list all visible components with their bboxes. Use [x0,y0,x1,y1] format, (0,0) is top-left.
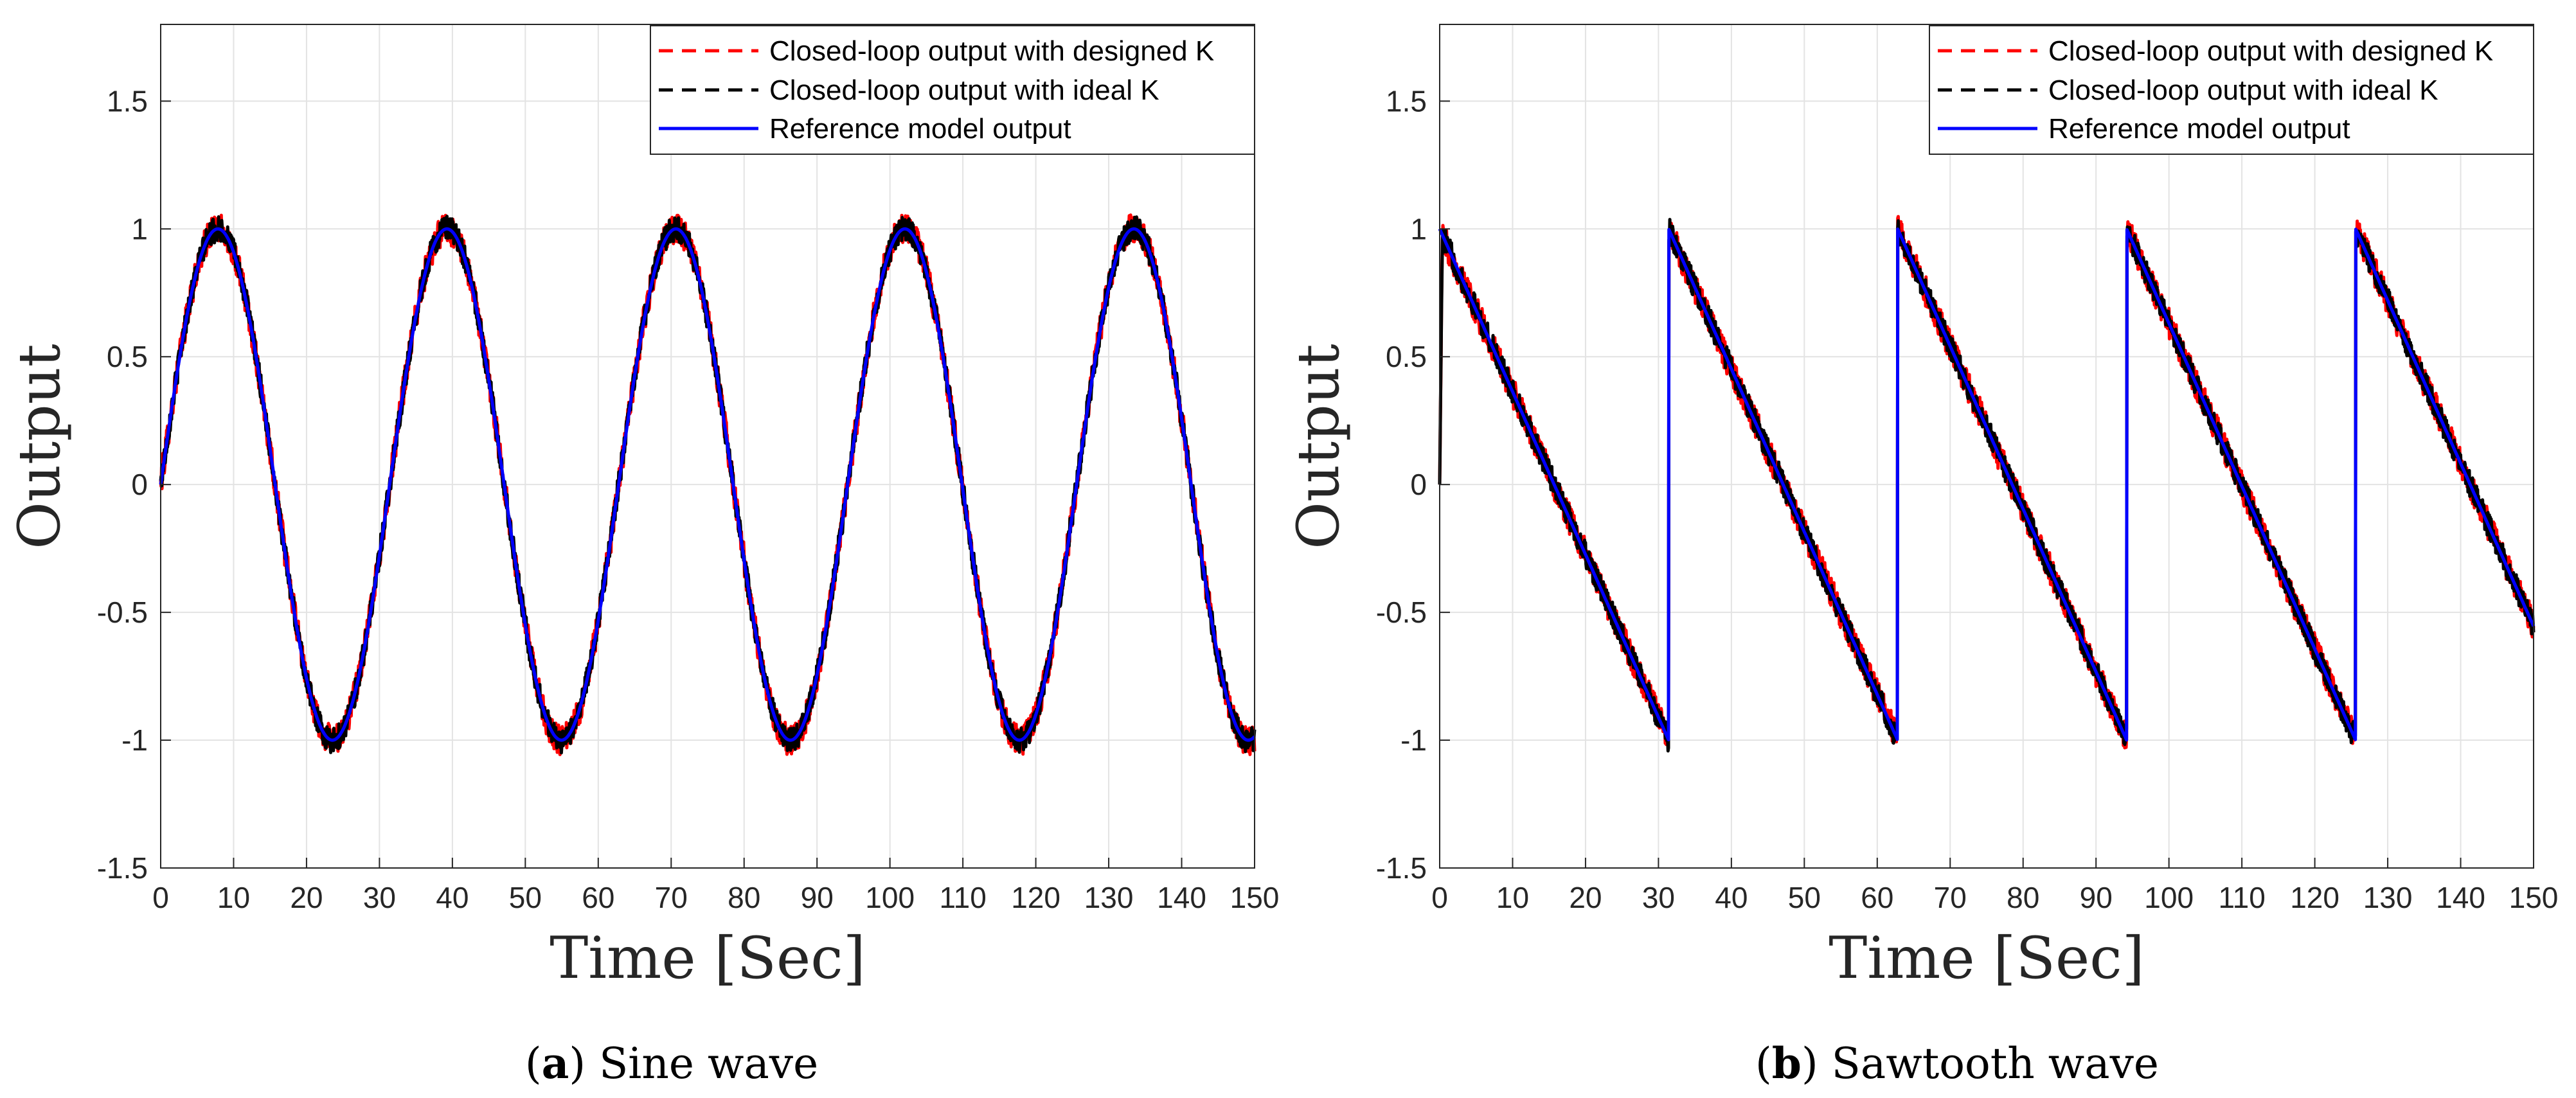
panel-sine-wave: 0 10 20 30 40 50 60 70 80 90 100 110 120 130 140 150-1.… [6,24,1279,1088]
y-tick-label: -0.5 [97,596,148,629]
y-tick-label: -1 [121,723,148,757]
x-tick-label: 150 [2509,881,2559,914]
x-tick-label: 50 [1788,881,1821,914]
x-tick-label: 60 [1861,881,1893,914]
caption-a: (a) Sine wave [525,1038,818,1088]
y-tick-label: 1.5 [107,84,148,118]
y-tick-label: 1 [131,212,148,245]
x-tick-label: 10 [1496,881,1529,914]
y-tick-label: -1.5 [97,851,148,885]
legend-label-designed-k: Closed-loop output with designed K [769,35,1214,67]
x-tick-label: 40 [1715,881,1748,914]
legend-box [1929,25,2534,155]
y-tick-label: -1.5 [1376,851,1427,885]
legend-label-reference: Reference model output [2048,113,2350,145]
y-tick-label: -0.5 [1376,596,1427,629]
x-tick-label: 100 [865,881,915,914]
x-tick-label: 80 [2007,881,2039,914]
x-tick-label: 60 [582,881,614,914]
x-tick-label: 140 [2436,881,2485,914]
caption-title-a: Sine wave [586,1039,818,1088]
legend-box [650,25,1255,155]
y-tick-label: -1 [1400,723,1427,757]
x-axis-label: Time [Sec] [550,925,866,992]
x-tick-label: 70 [1934,881,1967,914]
x-tick-label: 30 [363,881,396,914]
tick-marks [1439,100,2534,869]
legend-label-designed-k: Closed-loop output with designed K [2048,35,2493,67]
plot-frame [1439,24,2534,869]
series-line-reference-model-output [159,227,1256,742]
x-tick-label: 90 [2080,881,2113,914]
x-tick-label: 100 [2144,881,2194,914]
x-tick-label: 150 [1230,881,1280,914]
x-tick-label: 90 [801,881,834,914]
y-tick-label: 0.5 [1386,340,1427,373]
series-line-reference-model-output [1438,227,2536,742]
plot-frame [160,24,1255,869]
tick-marks [160,100,1255,869]
y-axis-label: Output [6,344,73,549]
legend-label-reference: Reference model output [769,113,1071,145]
x-tick-label: 30 [1642,881,1675,914]
x-tick-label: 110 [939,881,986,914]
caption-b: (b) Sawtooth wave [1755,1038,2159,1088]
x-tick-label: 120 [2290,881,2339,914]
x-axis-label: Time [Sec] [1829,925,2145,992]
x-tick-label: 0 [152,881,169,914]
series-layer [1438,215,2536,753]
tick-labels: 0 10 20 30 40 50 60 70 80 90 100 110 120 130 140 150-1.… [97,84,1280,914]
legend: Closed-loop output with designed K Close… [650,25,1255,155]
tick-labels: 0 10 20 30 40 50 60 70 80 90 100 110 120 130 140 150-1.… [1376,84,2559,914]
grid-lines [160,24,1255,869]
legend-label-ideal-k: Closed-loop output with ideal K [769,75,1159,106]
x-tick-label: 140 [1157,881,1206,914]
caption-letter-a: a [542,1038,569,1088]
x-tick-label: 10 [217,881,250,914]
caption-title-b: Sawtooth wave [1818,1039,2159,1088]
x-tick-label: 80 [728,881,760,914]
panel-sawtooth-wave: 0 10 20 30 40 50 60 70 80 90 100 110 120 130 140 150-1.… [1285,24,2558,1088]
x-tick-label: 130 [1084,881,1134,914]
legend-label-ideal-k: Closed-loop output with ideal K [2048,75,2438,106]
y-axis-label: Output [1285,344,1352,549]
legend: Closed-loop output with designed K Close… [1929,25,2534,155]
x-tick-label: 40 [436,881,469,914]
x-tick-label: 70 [655,881,688,914]
y-tick-label: 0.5 [107,340,148,373]
y-tick-label: 1 [1410,212,1427,245]
x-tick-label: 0 [1431,881,1448,914]
y-tick-label: 0 [1410,468,1427,501]
x-tick-label: 130 [2363,881,2413,914]
caption-letter-b: b [1772,1038,1802,1088]
x-tick-label: 110 [2218,881,2265,914]
y-tick-label: 1.5 [1386,84,1427,118]
x-tick-label: 120 [1011,881,1060,914]
y-tick-label: 0 [131,468,148,501]
series-layer [159,213,1257,756]
x-tick-label: 20 [290,881,323,914]
x-tick-label: 20 [1569,881,1602,914]
x-tick-label: 50 [509,881,542,914]
